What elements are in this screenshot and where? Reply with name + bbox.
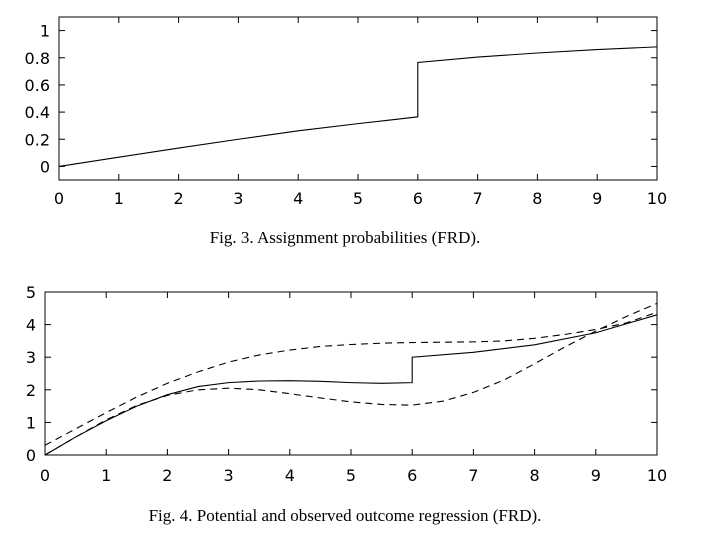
fig4-y-tick-label: 3 [26, 348, 36, 367]
fig4-x-tick-label: 0 [40, 466, 50, 485]
fig3-x-tick-label: 8 [532, 189, 542, 208]
fig3-x-tick-label: 9 [592, 189, 602, 208]
fig4-series-2-line [44, 311, 658, 446]
fig4-x-tick-label: 7 [468, 466, 478, 485]
fig3-x-tick-label: 2 [174, 189, 184, 208]
fig3-x-tick-label: 6 [413, 189, 423, 208]
fig4-series-1-line [44, 314, 658, 456]
fig3-y-tick-label: 0.6 [25, 76, 50, 95]
fig4-chart: 0 1 2 3 4 5 6 7 8 9 10 0 1 2 3 4 5 [26, 283, 667, 485]
fig3-x-tick-label: 7 [473, 189, 483, 208]
fig3-x-tick-label: 0 [54, 189, 64, 208]
fig3-plot-frame [58, 16, 658, 181]
fig4-x-tick-label: 6 [407, 466, 417, 485]
fig4-x-tick-label: 4 [285, 466, 295, 485]
fig3-y-tick-label: 0.8 [25, 49, 50, 68]
fig4-y-tick-label: 2 [26, 381, 36, 400]
fig4-x-tick-label: 1 [101, 466, 111, 485]
fig3-x-tick-label: 4 [293, 189, 303, 208]
fig4-caption: Fig. 4. Potential and observed outcome r… [149, 506, 542, 525]
fig3-x-tick-label: 10 [647, 189, 667, 208]
fig4-x-tick-label: 9 [591, 466, 601, 485]
fig3-x-tick-label: 5 [353, 189, 363, 208]
fig3-y-tick-label: 1 [40, 22, 50, 41]
fig4-plot-frame [44, 291, 658, 456]
fig4-y-tick-label: 1 [26, 413, 36, 432]
fig3-y-tick-label: 0.2 [25, 130, 50, 149]
fig4-y-tick-label: 4 [26, 316, 36, 335]
fig4-y-tick-label: 0 [26, 446, 36, 465]
fig4-x-tick-label: 10 [647, 466, 667, 485]
fig4-x-tick-label: 3 [224, 466, 234, 485]
fig3-chart: 0 1 2 3 4 5 6 7 8 9 10 0 0.2 0.4 0.6 0.8 1 [25, 16, 667, 208]
fig3-series-1-line [58, 46, 658, 167]
fig4-y-tick-label: 5 [26, 283, 36, 302]
fig3-x-tick-label: 3 [233, 189, 243, 208]
fig4-x-tick-label: 8 [530, 466, 540, 485]
fig4-x-tick-label: 5 [346, 466, 356, 485]
fig4-x-tick-label: 2 [162, 466, 172, 485]
fig3-y-tick-label: 0.4 [25, 103, 50, 122]
fig4-series-3-line [44, 302, 658, 456]
fig3-caption: Fig. 3. Assignment probabilities (FRD). [210, 228, 481, 247]
fig3-x-tick-label: 1 [114, 189, 124, 208]
fig3-y-tick-label: 0 [40, 157, 50, 176]
